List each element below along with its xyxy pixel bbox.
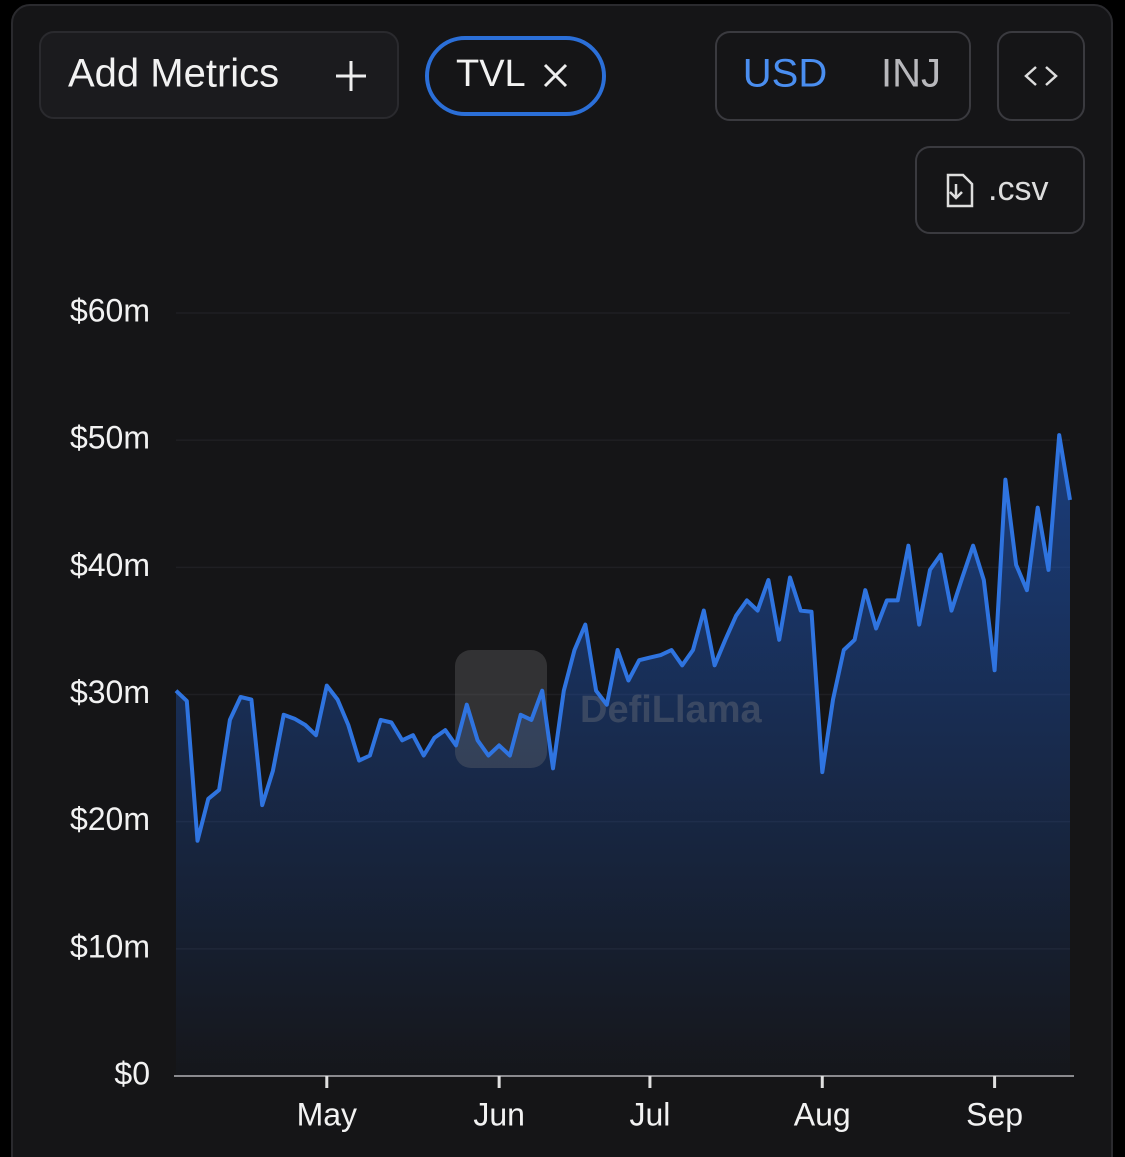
y-tick-label: $10m bbox=[70, 928, 150, 964]
currency-toggle: USD INJ bbox=[715, 31, 971, 121]
line bbox=[174, 433, 1072, 843]
y-tick-label: $0 bbox=[114, 1055, 150, 1091]
y-tick-label: $50m bbox=[70, 420, 150, 456]
pill-label: TVL bbox=[456, 53, 526, 95]
plus-icon bbox=[336, 61, 366, 91]
embed-button[interactable] bbox=[997, 31, 1085, 121]
x-tick-label: Aug bbox=[794, 1096, 851, 1132]
button-label: .csv bbox=[988, 170, 1048, 208]
y-tick-label: $40m bbox=[70, 547, 150, 583]
button-label: Add Metrics bbox=[68, 52, 279, 96]
y-tick-label: $30m bbox=[70, 674, 150, 710]
y-tick-label: $60m bbox=[70, 292, 150, 328]
metric-pill[interactable]: TVL bbox=[425, 36, 606, 116]
csv-button[interactable]: .csv bbox=[915, 146, 1085, 234]
x-tick-label: Sep bbox=[966, 1096, 1023, 1132]
x-tick-label: Jun bbox=[473, 1096, 525, 1132]
add-metrics-button[interactable]: Add Metrics bbox=[39, 31, 399, 119]
close-icon[interactable] bbox=[543, 63, 568, 88]
y-tick-label: $20m bbox=[70, 801, 150, 837]
currency-option[interactable]: USD bbox=[743, 52, 827, 96]
x-tick-label: May bbox=[297, 1096, 357, 1132]
x-tick-label: Jul bbox=[629, 1096, 670, 1132]
area bbox=[176, 435, 1070, 1077]
currency-option[interactable]: INJ bbox=[881, 52, 941, 96]
